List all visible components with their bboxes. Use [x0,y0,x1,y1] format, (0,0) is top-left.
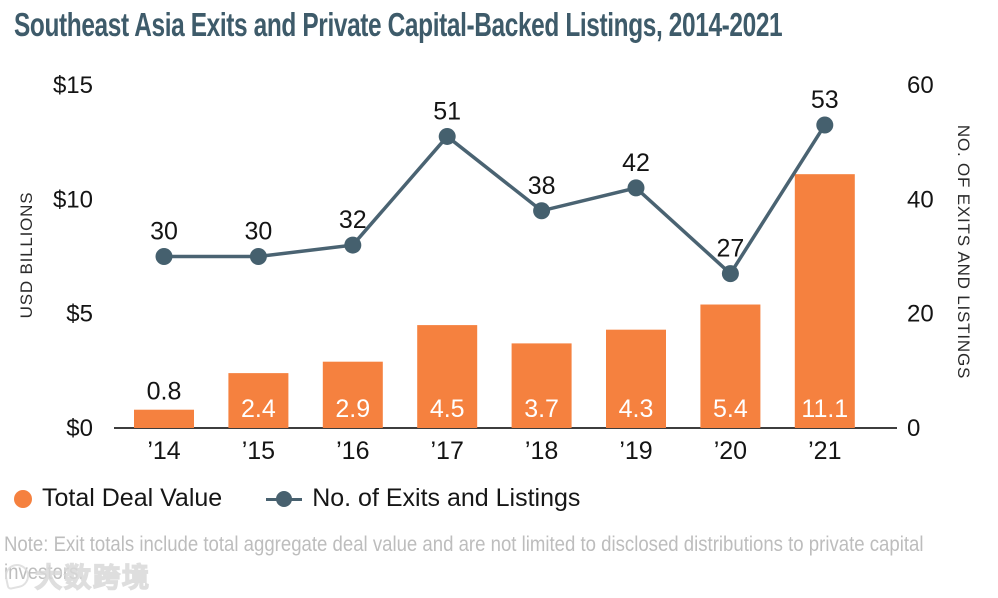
footnote: Note: Exit totals include total aggregat… [4,533,924,584]
right-axis-title: NO. OF EXITS AND LISTINGS [954,124,973,380]
line-point [533,202,551,220]
line-point-label: 53 [811,86,839,114]
x-tick-label: ’17 [431,437,464,465]
bar [606,329,666,428]
bar-label: 3.7 [524,395,559,423]
x-tick-label: ’14 [147,437,180,465]
line-point [249,248,267,265]
line-point [438,127,456,145]
line-series-marker-icon [266,490,303,508]
line-point [816,116,834,134]
bar-label: 5.4 [713,395,748,423]
bar-label: 2.9 [335,395,370,423]
chart-title: Southeast Asia Exits and Private Capital… [14,6,783,43]
bar-label: 0.8 [147,378,182,406]
bar-label: 11.1 [801,395,848,423]
bar [417,325,478,428]
left-axis-tick: $5 [66,301,93,328]
legend-label: No. of Exits and Listings [312,484,581,512]
line-point-label: 27 [716,235,744,263]
x-tick-label: ’18 [525,437,558,465]
bar-label: 2.4 [241,395,276,423]
x-tick-label: ’19 [619,437,652,465]
bar-series-dot-icon [14,489,32,508]
bar-label: 4.3 [619,395,654,423]
x-tick-label: ’15 [242,437,275,465]
line-point-label: 32 [339,206,367,234]
bar [511,343,572,428]
line-series [164,124,827,277]
line-point [344,236,362,254]
bar [700,304,761,428]
bar [134,409,194,428]
legend-item-total-deal-value: Total Deal Value [14,484,222,513]
line-point-label: 38 [528,172,556,200]
left-axis-title: USD BILLIONS [17,191,36,319]
legend-item-exits-listings: No. of Exits and Listings [266,484,580,513]
x-tick-label: ’21 [808,437,841,465]
x-tick-label: ’16 [336,437,369,465]
right-axis-tick: 60 [907,72,934,99]
combo-chart: $0 $5 $10 $15 0 20 40 60 ’14 ’15 ’16 ’17 ’18 ’19 ’20 ’2… [53,72,934,465]
line-point [155,248,173,265]
line-point-label: 30 [150,218,178,246]
line-point-label: 30 [244,218,272,246]
bar [322,361,383,428]
bar [228,373,289,428]
bar-label: 4.5 [430,395,465,423]
line-point [627,179,645,197]
chart-legend: Total Deal Value No. of Exits and Listin… [14,484,580,513]
right-axis-tick: 0 [907,415,920,442]
left-axis-tick: $0 [66,415,93,442]
line-point-label: 42 [622,149,650,177]
line-point-label: 51 [433,97,461,125]
left-axis-tick: $10 [53,186,93,213]
bar [794,174,855,428]
left-axis-tick: $15 [53,72,93,99]
x-tick-label: ’20 [714,437,747,465]
right-axis-tick: 40 [907,186,934,213]
line-point [721,265,739,283]
right-axis-tick: 20 [907,301,934,328]
legend-label: Total Deal Value [42,484,223,512]
